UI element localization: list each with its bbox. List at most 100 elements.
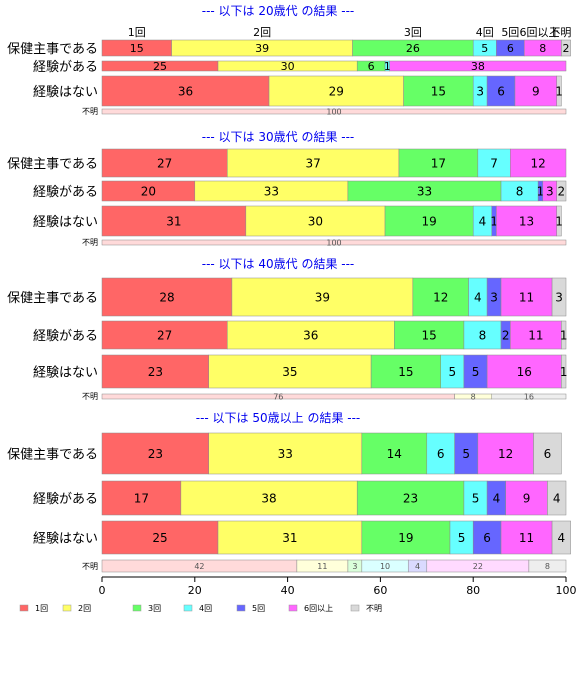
bar-segment bbox=[101, 148, 228, 178]
bar-value-label: 39 bbox=[315, 291, 330, 305]
bar-value-label: 3 bbox=[490, 291, 498, 305]
bar-value-label: 33 bbox=[264, 185, 279, 199]
row-label: 経験はない bbox=[33, 366, 98, 381]
group-title: --- 以下は 50歳以上 の結果 --- bbox=[196, 411, 361, 425]
bar-segment bbox=[472, 520, 502, 555]
top-category-label: 3回 bbox=[404, 26, 422, 39]
bar-value-label: 11 bbox=[519, 531, 534, 545]
bar-value-label: 19 bbox=[421, 215, 436, 229]
legend-label: 6回以上 bbox=[304, 604, 333, 613]
bar-value-label: 6 bbox=[483, 531, 491, 545]
bar-value-label: 15 bbox=[431, 85, 446, 99]
bar-value-label: 2 bbox=[563, 42, 570, 55]
bar-value-label: 4 bbox=[474, 291, 482, 305]
row-label: 保健主事である bbox=[7, 448, 98, 463]
bar-segment bbox=[500, 277, 553, 317]
bar-value-label: 29 bbox=[329, 85, 344, 99]
bar-segment bbox=[217, 520, 363, 555]
bar-segment bbox=[101, 320, 228, 350]
bar-value-label: 23 bbox=[148, 447, 163, 461]
bar-value-label: 5 bbox=[472, 365, 480, 379]
row-label: 経験がある bbox=[33, 60, 98, 75]
bar-value-label: 31 bbox=[282, 531, 297, 545]
x-tick-label: 100 bbox=[556, 584, 577, 597]
bar-value-label: 8 bbox=[516, 185, 524, 199]
bar-segment bbox=[101, 239, 567, 246]
row-label: 保健主事である bbox=[7, 291, 98, 306]
bar-segment bbox=[412, 277, 469, 317]
bar-value-label: 42 bbox=[194, 562, 204, 571]
bar-value-label: 2 bbox=[558, 185, 566, 199]
bar-value-label: 33 bbox=[278, 447, 293, 461]
bar-value-label: 33 bbox=[417, 185, 432, 199]
bar-value-label: 31 bbox=[166, 215, 181, 229]
bar-value-label: 1 bbox=[555, 85, 563, 99]
bar-value-label: 10 bbox=[380, 562, 390, 571]
bar-segment bbox=[556, 180, 567, 202]
bar-segment bbox=[356, 480, 465, 516]
bar-segment bbox=[528, 559, 567, 573]
legend-swatch bbox=[350, 604, 360, 612]
bar-value-label: 13 bbox=[519, 215, 534, 229]
bar-value-label: 12 bbox=[433, 291, 448, 305]
bar-segment bbox=[101, 520, 219, 555]
bar-segment bbox=[505, 480, 548, 516]
bar-value-label: 23 bbox=[403, 492, 418, 506]
bar-value-label: 76 bbox=[273, 393, 283, 402]
top-category-label: 不明 bbox=[549, 26, 571, 39]
bar-segment bbox=[231, 277, 414, 317]
top-category-label: 2回 bbox=[253, 26, 271, 39]
bar-value-label: 3 bbox=[476, 85, 484, 99]
bar-value-label: 17 bbox=[431, 157, 446, 171]
bar-value-label: 9 bbox=[523, 492, 531, 506]
bar-value-label: 35 bbox=[282, 365, 297, 379]
bar-value-label: 30 bbox=[308, 215, 323, 229]
bar-value-label: 25 bbox=[152, 531, 167, 545]
bar-value-label: 4 bbox=[479, 215, 487, 229]
bar-value-label: 8 bbox=[471, 393, 476, 402]
bar-value-label: 3 bbox=[555, 291, 563, 305]
bar-value-label: 1 bbox=[555, 215, 563, 229]
legend-label: 不明 bbox=[366, 604, 382, 613]
bar-segment bbox=[561, 320, 567, 350]
bar-segment bbox=[101, 277, 233, 317]
bar-value-label: 100 bbox=[326, 108, 341, 117]
bar-value-label: 25 bbox=[153, 60, 167, 73]
bar-value-label: 27 bbox=[157, 157, 172, 171]
bar-value-label: 27 bbox=[157, 329, 172, 343]
top-category-label: 1回 bbox=[128, 26, 146, 39]
bar-value-label: 37 bbox=[305, 157, 320, 171]
bar-value-label: 1 bbox=[560, 365, 568, 379]
bar-segment bbox=[510, 148, 567, 178]
legend-label: 5回 bbox=[252, 604, 265, 613]
bar-value-label: 4 bbox=[558, 531, 566, 545]
bar-segment bbox=[384, 205, 474, 237]
bar-value-label: 36 bbox=[178, 85, 193, 99]
bar-segment bbox=[551, 520, 571, 555]
unknown-row-label: 不明 bbox=[82, 562, 98, 571]
bar-value-label: 16 bbox=[524, 393, 534, 402]
bar-value-label: 12 bbox=[531, 157, 546, 171]
group-title: --- 以下は 20歳代 の結果 --- bbox=[202, 4, 355, 18]
x-tick-label: 20 bbox=[188, 584, 202, 597]
bar-value-label: 17 bbox=[134, 492, 149, 506]
bar-value-label: 4 bbox=[493, 492, 501, 506]
bar-value-label: 5 bbox=[472, 492, 480, 506]
bar-value-label: 22 bbox=[473, 562, 483, 571]
bar-value-label: 26 bbox=[406, 42, 420, 55]
bar-segment bbox=[477, 432, 534, 475]
legend-label: 1回 bbox=[35, 604, 48, 613]
bar-segment bbox=[514, 75, 557, 107]
bar-value-label: 8 bbox=[479, 329, 487, 343]
bar-segment bbox=[500, 520, 553, 555]
bar-segment bbox=[561, 39, 571, 57]
bar-segment bbox=[551, 277, 567, 317]
bar-value-label: 15 bbox=[398, 365, 413, 379]
unknown-row-label: 不明 bbox=[82, 107, 98, 116]
bar-value-label: 8 bbox=[539, 42, 546, 55]
bar-value-label: 1 bbox=[560, 329, 568, 343]
bar-segment bbox=[389, 60, 567, 72]
bar-segment bbox=[491, 393, 567, 400]
row-label: 経験はない bbox=[33, 85, 98, 100]
